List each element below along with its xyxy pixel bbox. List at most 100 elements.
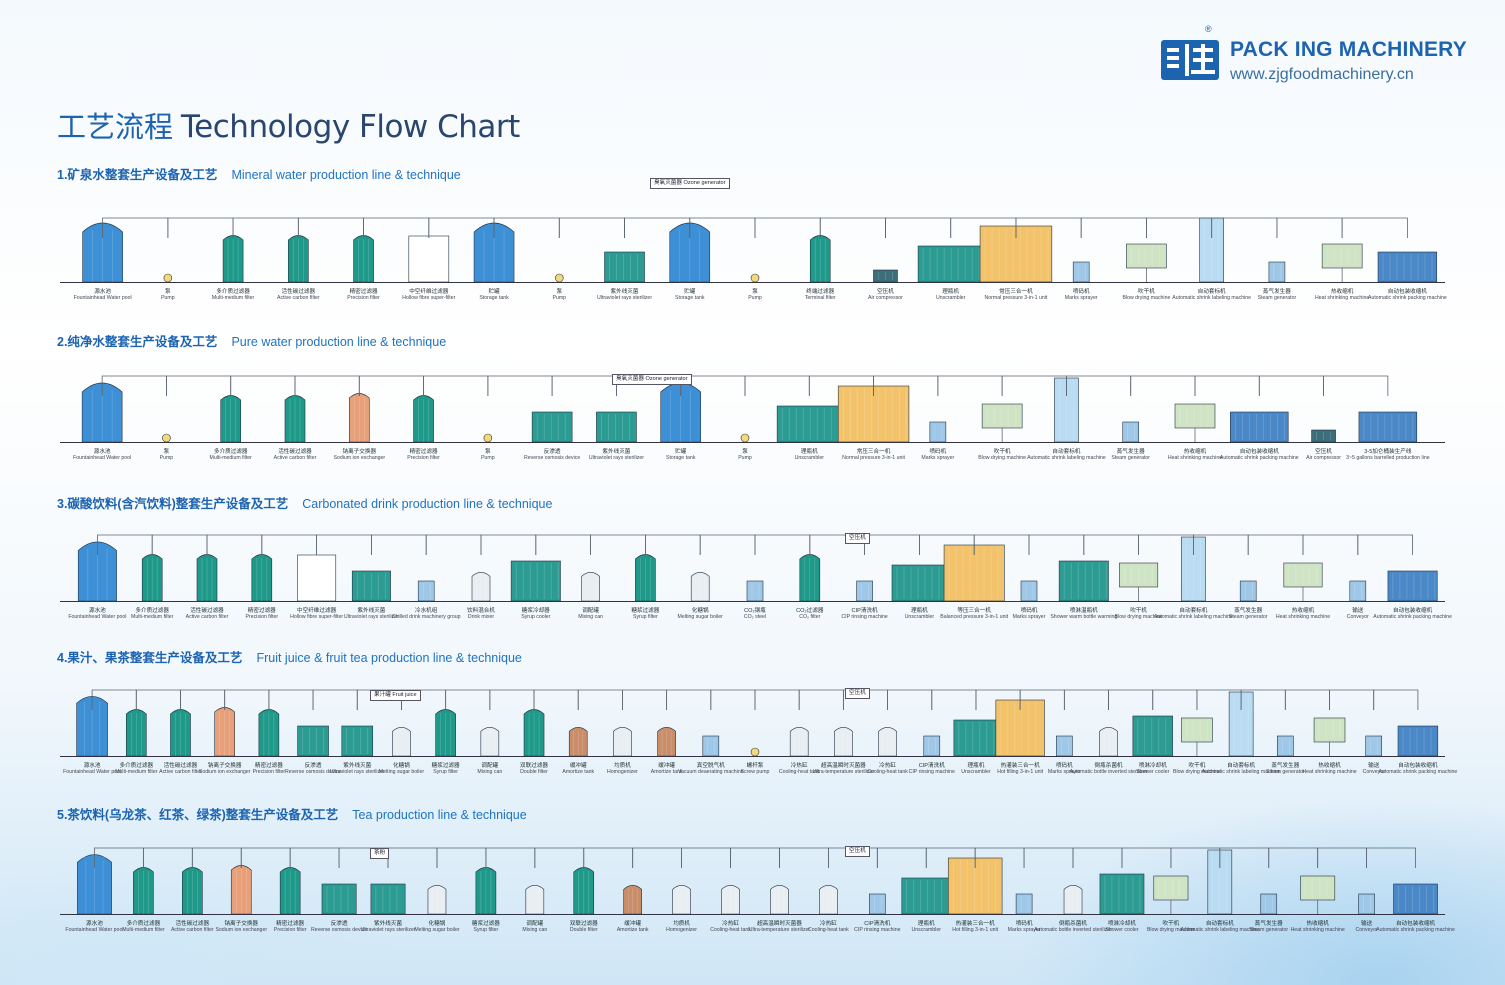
equipment-label: 饮料混合机 Drink mixer [467,608,495,620]
equipment-label: 喷淋温瓶机 Shower warm bottle warming [1050,608,1117,620]
equipment-label-cn: 缓冲罐 [569,763,587,769]
equipment-label: 紫外线灭菌 Ultraviolet rays sterilizer [330,763,385,775]
equipment-label-en: Mixing can [477,769,503,775]
equipment-label-en: Fountainhead Water pool [73,455,132,461]
equipment-label: 热收缩机 Heat shrinking machine [1291,921,1345,933]
equipment-label-cn: CO₂钢瓶 [744,608,766,614]
equipment-label-en: Automatic bottle inverted sterilizer [1069,769,1148,775]
equipment-label: 泵 Pump [160,449,174,461]
equipment-label-en: Automatic shrink labeling machine [1154,614,1233,620]
equipment-label-cn: 蒸气发生器 [1234,608,1263,614]
equipment-label-en: Multi-medium filter [115,769,158,775]
equipment-label-en: Fountainhead Water pool [68,614,127,620]
equipment-label: 自动包装收缩机 Automatic shrink packing machine [1379,763,1458,775]
page-title: 工艺流程 Technology Flow Chart [57,104,520,146]
equipment-label: 空压机 Air compressor [1306,449,1341,461]
equipment-label-cn: 泵 [163,449,170,455]
equipment-label: 冷水机组 Chilled drink machinery group [392,608,461,620]
equipment-label-en: Double filter [569,927,598,933]
production-line-tea: 源水池 Fountainhead Water pool 多介质过滤器 Multi-me… [0,840,1505,933]
equipment-label-cn: 糖浆过滤器 [431,763,460,769]
section-title-mineral: 1.矿泉水整套生产设备及工艺 Mineral water production l… [57,164,461,183]
equipment-label-cn: 终端过滤器 [806,289,835,295]
equipment-label-en: Automatic shrink labeling machine [1201,769,1281,775]
equipment-label-en: Heat shrinking machine [1302,769,1357,775]
equipment-label: 喷淋冷却机 Shower cooler [1105,921,1138,933]
equipment-label-cn: 热灌装三合一机 [1000,763,1040,769]
equipment-label-en: Precision filter [245,614,279,620]
equipment-label-cn: 冷水机组 [414,608,438,614]
equipment-label-en: Steam generator [1257,295,1297,301]
equipment-label-cn: CIP清洗机 [918,763,945,769]
equipment-label: 调配罐 Mixing can [477,763,502,775]
equipment-label-cn: 源水池 [94,289,111,295]
brand-website: www.zjgfoodmachinery.cn [1230,66,1414,83]
equipment-label-en: Active carbon filter [170,927,214,933]
equipment-label-en: Shower cooler [1105,927,1139,933]
equipment-label-en: Heat shrinking machine [1290,927,1345,933]
equipment-label-cn: 多介质过滤器 [213,449,248,455]
equipment-label: 自动套标机 Automatic shrink labeling machine [1027,449,1106,461]
equipment-label-cn: 活性碳过滤器 [278,449,312,455]
equipment-label-cn: 多介质过滤器 [119,763,154,769]
equipment-label-cn: 贮罐 [488,289,500,295]
equipment-label: CO₂过滤器 CO₂ filter [796,608,823,620]
equipment-label-cn: 超高温瞬时灭菌器 [757,921,802,927]
equipment-label-cn: 理瓶机 [967,763,985,769]
equipment-label: 理瓶机 Unscrambler [936,289,965,301]
equipment-label-en: Marks sprayer [1012,614,1046,620]
equipment-label-cn: 化糖锅 [691,608,709,614]
equipment-label-cn: 贮罐 [675,449,687,455]
equipment-label-cn: 自动包装收缩机 [1387,289,1427,295]
equipment-label-en: Precision filter [273,927,307,933]
equipment-label-cn: 超高温瞬时灭菌器 [820,763,866,769]
equipment-label-en: Hot filling 3-in-1 unit [952,927,999,933]
equipment-label: 热收缩机 Heat shrinking machine [1276,608,1330,620]
equipment-label-cn: 反渗透 [330,921,348,927]
section-title-cn: 5.茶饮料(乌龙茶、红茶、绿茶)整套生产设备及工艺 [57,808,339,822]
equipment-label-en: Active carbon filter [185,614,229,620]
equipment-label: 紫外线灭菌 Ultraviolet rays sterilizer [597,289,652,301]
equipment-label-cn: 吹干机 [1138,289,1155,295]
equipment-label: 糖浆过滤器 Syrup filter [631,608,659,620]
equipment-label-cn: 多介质过滤器 [216,289,250,295]
equipment-label-cn: 热灌装三合一机 [955,921,995,927]
equipment-label-cn: 螺杆泵 [746,763,764,769]
equipment-label-cn: 喷码机 [1020,608,1038,614]
equipment-label-en: Cooling-heat tank [867,769,908,775]
equipment-label-en: Heat shrinking machine [1315,295,1370,301]
equipment-label-en: Active carbon filter [273,455,317,461]
equipment-label-en: Multi-medium filter [131,614,174,620]
equipment-label: 吹干机 Blow drying machine [1122,289,1170,301]
equipment-label-cn: 热收缩机 [1318,763,1341,769]
equipment-label-en: Marks sprayer [1007,927,1041,933]
equipment-label: 精密过滤器 Precision filter [253,763,286,775]
section-title-tea: 5.茶饮料(乌龙茶、红茶、绿茶)整套生产设备及工艺 Tea production … [57,804,527,823]
equipment-label-cn: 紫外线灭菌 [374,921,403,927]
equipment-label-cn: 精密过滤器 [247,608,276,614]
equipment-label: CIP清洗机 CIP rinsing machine [909,763,955,775]
brand-logo: ® PACK ING MACHINERY www.zjgfoodmachiner… [1157,24,1467,86]
equipment-label-en: Automatic shrink packing machine [1378,769,1458,775]
equipment-label: 均质机 Homogenizer [666,921,697,933]
equipment-label-cn: 精密过滤器 [349,289,378,295]
equipment-label-en: Conveyor [1346,614,1369,620]
equipment-label-en: Fountainhead Water pool [73,295,132,301]
production-line-mineral: 源水池 Fountainhead Water pool 泵 Pump 多介质过滤器 Mul… [0,178,1505,301]
equipment-label-en: Air compressor [1306,455,1342,461]
equipment-label: 自动套标机 Automatic shrink labeling machine [1154,608,1233,620]
equipment-label-en: Precision filter [347,295,380,301]
equipment-label: 理瓶机 Unscrambler [795,449,824,461]
callout-tag: 臭氧灭菌器 Ozone generator [612,374,692,385]
equipment-label: 糖浆冷却器 Syrup cooler [521,608,550,620]
equipment-label-cn: 自动套标机 [1227,763,1256,769]
equipment-label-en: Heat shrinking machine [1275,614,1331,620]
equipment-label-cn: 糖浆过滤器 [471,921,500,927]
equipment-label-en: Syrup filter [433,769,459,775]
equipment-label-en: Mixing can [578,614,603,620]
equipment-label: 紫外线灭菌 Ultraviolet rays sterilizer [361,921,416,933]
equipment-label: 活性碳过滤器 Active carbon filter [274,449,317,461]
equipment-label: 精密过滤器 Precision filter [347,289,380,301]
equipment-label: 输送 Conveyor [1363,763,1385,775]
equipment-label: 吹干机 Blow drying machine [978,449,1026,461]
